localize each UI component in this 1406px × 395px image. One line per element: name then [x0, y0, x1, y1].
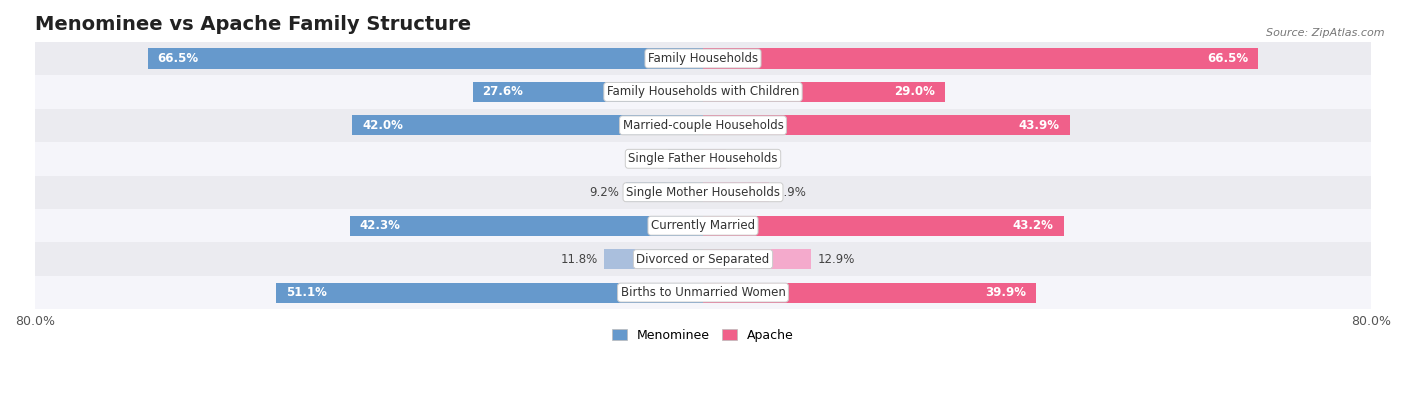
Text: 11.8%: 11.8% — [561, 253, 598, 265]
Text: 66.5%: 66.5% — [1208, 52, 1249, 65]
Bar — [703, 249, 811, 269]
Text: 29.0%: 29.0% — [894, 85, 935, 98]
Text: Menominee vs Apache Family Structure: Menominee vs Apache Family Structure — [35, 15, 471, 34]
Bar — [35, 243, 1371, 276]
Bar — [703, 115, 1070, 135]
Bar — [35, 109, 1371, 142]
Bar — [668, 149, 703, 169]
Bar — [277, 282, 703, 303]
Bar — [35, 175, 1371, 209]
Text: 43.2%: 43.2% — [1012, 219, 1053, 232]
Legend: Menominee, Apache: Menominee, Apache — [607, 324, 799, 347]
Text: 42.0%: 42.0% — [363, 119, 404, 132]
Bar — [35, 276, 1371, 309]
Text: Currently Married: Currently Married — [651, 219, 755, 232]
Bar — [472, 82, 703, 102]
Bar — [148, 49, 703, 68]
Text: Source: ZipAtlas.com: Source: ZipAtlas.com — [1267, 28, 1385, 38]
Text: 39.9%: 39.9% — [986, 286, 1026, 299]
Text: 12.9%: 12.9% — [817, 253, 855, 265]
Text: 42.3%: 42.3% — [360, 219, 401, 232]
Bar — [703, 82, 945, 102]
Text: 51.1%: 51.1% — [287, 286, 328, 299]
Text: 66.5%: 66.5% — [157, 52, 198, 65]
Text: Married-couple Households: Married-couple Households — [623, 119, 783, 132]
Bar — [605, 249, 703, 269]
Text: 4.2%: 4.2% — [631, 152, 661, 165]
Bar — [703, 149, 727, 169]
Text: Single Father Households: Single Father Households — [628, 152, 778, 165]
Bar — [35, 42, 1371, 75]
Bar — [703, 182, 769, 202]
Text: Single Mother Households: Single Mother Households — [626, 186, 780, 199]
Bar — [353, 115, 703, 135]
Bar — [35, 75, 1371, 109]
Bar — [350, 216, 703, 236]
Text: 2.8%: 2.8% — [733, 152, 763, 165]
Bar — [626, 182, 703, 202]
Text: 9.2%: 9.2% — [589, 186, 620, 199]
Bar — [703, 216, 1064, 236]
Bar — [35, 142, 1371, 175]
Text: Births to Unmarried Women: Births to Unmarried Women — [620, 286, 786, 299]
Bar — [35, 209, 1371, 243]
Bar — [703, 49, 1258, 68]
Bar — [703, 282, 1036, 303]
Text: 43.9%: 43.9% — [1018, 119, 1060, 132]
Text: Family Households: Family Households — [648, 52, 758, 65]
Text: Divorced or Separated: Divorced or Separated — [637, 253, 769, 265]
Text: Family Households with Children: Family Households with Children — [607, 85, 799, 98]
Text: 27.6%: 27.6% — [482, 85, 523, 98]
Text: 7.9%: 7.9% — [776, 186, 806, 199]
